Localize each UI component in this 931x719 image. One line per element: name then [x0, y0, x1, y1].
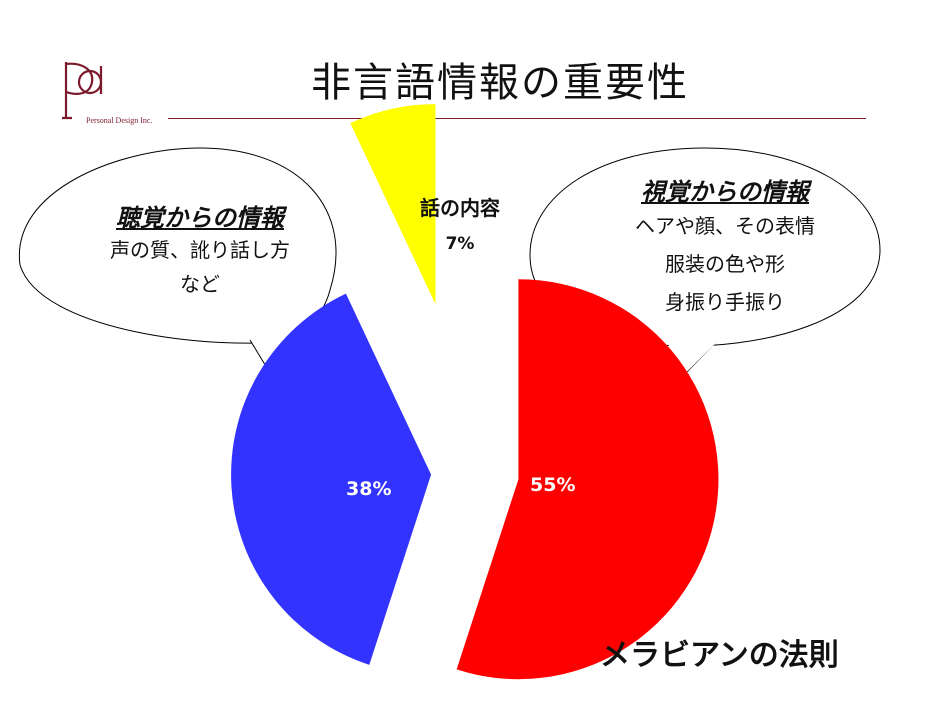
pie-slice-auditory: [231, 293, 432, 665]
verbal-pct-label: 7%: [445, 234, 475, 254]
footer-caption: メラビアンの法則: [600, 638, 839, 673]
auditory-line-2: など: [180, 272, 220, 296]
pie-slice-visual: [456, 279, 719, 680]
verbal-label-text: 話の内容: [420, 196, 500, 220]
right-speech-bubble: [529, 147, 881, 347]
auditory-heading: 聴覚からの情報: [116, 204, 284, 232]
visual-line-2: 服装の色や形: [665, 252, 785, 276]
title-divider: [168, 118, 866, 119]
personal-design-logo: [52, 58, 172, 128]
page-title: 非言語情報の重要性: [311, 60, 689, 106]
visual-line-3: 身振り手振り: [665, 290, 785, 314]
visual-heading: 視覚からの情報: [641, 178, 809, 206]
visual-line-1: ヘアや顔、その表情: [635, 214, 815, 238]
logo-caption: Personal Design Inc.: [86, 116, 153, 125]
left-bubble-content: 聴覚からの情報 声の質、訛り話し方 など: [70, 198, 330, 301]
pie-slice-verbal: [350, 104, 436, 305]
auditory-line-1: 声の質、訛り話し方: [110, 238, 290, 262]
pie-slices: [231, 104, 719, 680]
pd-logo-mark-icon: [62, 62, 103, 120]
left-speech-bubble: [18, 147, 337, 344]
right-bubble-content: 視覚からの情報 ヘアや顔、その表情 服装の色や形 身振り手振り: [590, 172, 860, 321]
visual-pct-label: 55%: [530, 474, 576, 496]
verbal-label: 話の内容 7%: [390, 190, 530, 262]
auditory-pct-label: 38%: [346, 478, 392, 500]
